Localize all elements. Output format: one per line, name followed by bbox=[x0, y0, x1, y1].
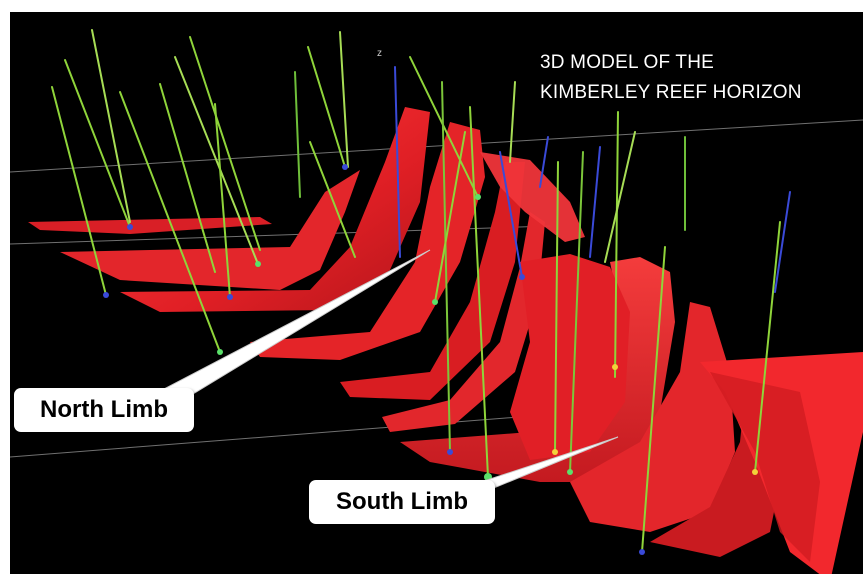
drillhole bbox=[499, 151, 523, 278]
south-limb-surface bbox=[400, 254, 863, 574]
intersection-marker bbox=[519, 274, 525, 280]
south-limb-label: South Limb bbox=[309, 480, 495, 524]
drillhole bbox=[434, 131, 466, 303]
reef-sheet bbox=[250, 122, 485, 360]
drillhole bbox=[754, 221, 781, 473]
drillhole-markers bbox=[103, 164, 758, 555]
intersection-marker bbox=[447, 449, 453, 455]
model-title-line-1: 3D MODEL OF THE bbox=[540, 52, 715, 73]
drillholes bbox=[51, 29, 791, 553]
reef-sheet bbox=[480, 152, 585, 242]
drillhole bbox=[469, 106, 489, 478]
intersection-marker bbox=[567, 469, 573, 475]
intersection-marker bbox=[752, 469, 758, 475]
intersection-marker bbox=[552, 449, 558, 455]
model-title: 3D MODEL OF THE KIMBERLEY REEF HORIZON bbox=[540, 48, 802, 108]
intersection-marker bbox=[475, 194, 481, 200]
reef-sheet bbox=[710, 372, 820, 562]
drillhole bbox=[589, 146, 601, 258]
drillhole bbox=[307, 46, 346, 168]
drillhole bbox=[409, 56, 479, 198]
drillhole bbox=[614, 111, 619, 378]
z-axis-label: z bbox=[377, 48, 382, 59]
intersection-marker bbox=[127, 224, 133, 230]
reef-sheet bbox=[120, 107, 430, 312]
intersection-marker bbox=[103, 292, 109, 298]
reef-3d-scene bbox=[10, 29, 863, 574]
drillhole bbox=[554, 161, 559, 453]
drillhole bbox=[509, 81, 516, 163]
drillhole bbox=[774, 191, 791, 293]
intersection-marker bbox=[255, 261, 261, 267]
drillhole bbox=[51, 86, 107, 296]
drillhole bbox=[569, 151, 584, 473]
grid-line-top bbox=[10, 119, 863, 173]
drillhole bbox=[91, 29, 131, 223]
drillhole bbox=[214, 103, 231, 298]
reef-sheet bbox=[570, 302, 735, 532]
reef-sheet bbox=[510, 254, 630, 460]
north-limb-label: North Limb bbox=[14, 388, 194, 432]
north-limb-surface bbox=[28, 107, 585, 432]
drillhole bbox=[604, 131, 636, 263]
drillhole bbox=[174, 56, 259, 265]
drillhole bbox=[539, 136, 549, 188]
intersection-marker bbox=[639, 549, 645, 555]
drillhole bbox=[119, 91, 221, 353]
reef-sheet bbox=[28, 217, 272, 234]
drillhole bbox=[309, 141, 356, 258]
intersection-marker bbox=[612, 364, 618, 370]
intersection-marker bbox=[227, 294, 233, 300]
drillhole bbox=[159, 83, 216, 273]
drillhole bbox=[441, 81, 451, 453]
intersection-marker bbox=[342, 164, 348, 170]
intersection-marker bbox=[217, 349, 223, 355]
drillhole bbox=[189, 36, 261, 251]
drillhole bbox=[339, 31, 349, 168]
reef-sheet bbox=[340, 162, 525, 400]
model-title-line-2: KIMBERLEY REEF HORIZON bbox=[540, 82, 802, 103]
intersection-marker bbox=[432, 299, 438, 305]
reef-sheet bbox=[60, 170, 360, 290]
reef-sheet bbox=[382, 212, 545, 432]
model-viewport[interactable]: z 3D MODEL OF THE KIMBERLEY REEF HORIZON bbox=[10, 12, 863, 574]
drillhole bbox=[394, 66, 401, 258]
drillhole bbox=[641, 246, 666, 553]
drillhole bbox=[294, 71, 301, 198]
drillhole bbox=[64, 59, 131, 228]
